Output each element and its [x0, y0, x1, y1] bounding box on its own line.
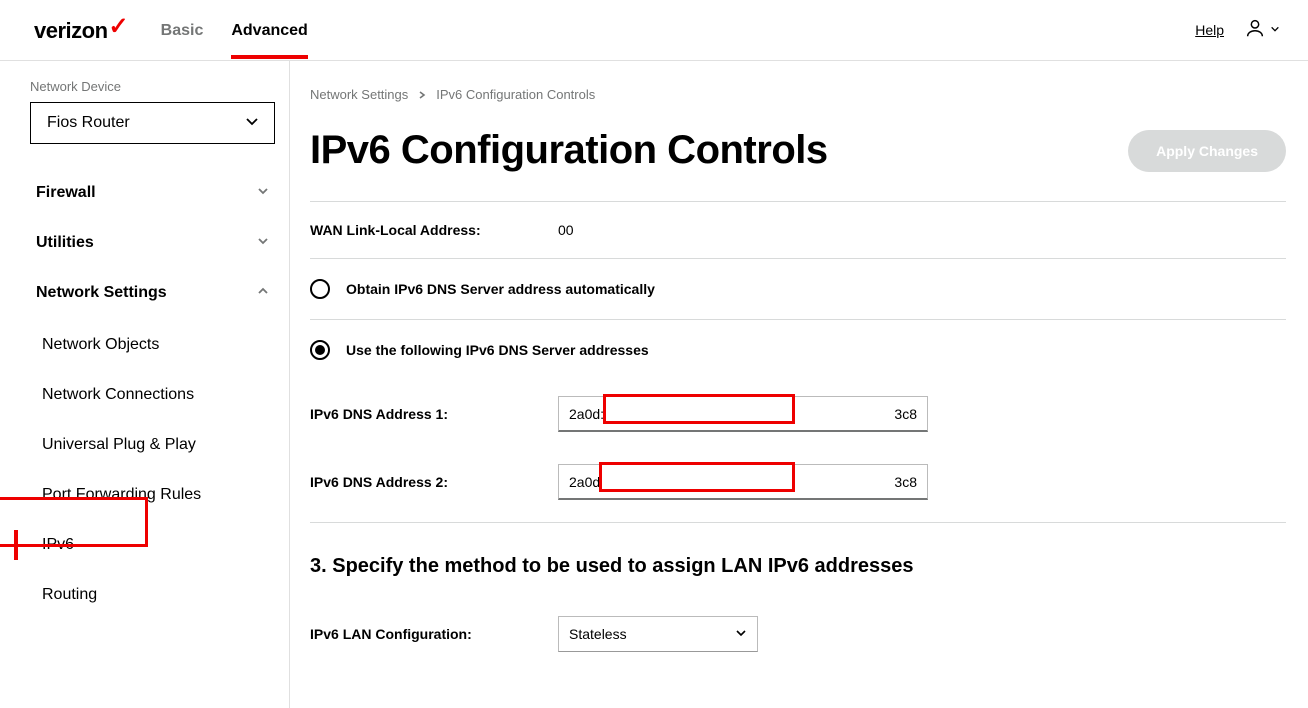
- sidebar-sub-ipv6[interactable]: IPv6: [30, 520, 275, 570]
- dns-manual-label: Use the following IPv6 DNS Server addres…: [346, 342, 649, 358]
- sidebar-sub-port-forwarding[interactable]: Port Forwarding Rules: [30, 470, 275, 520]
- dns-address-2-label: IPv6 DNS Address 2:: [310, 474, 558, 490]
- dns-auto-label: Obtain IPv6 DNS Server address automatic…: [346, 281, 655, 297]
- lan-config-row: IPv6 LAN Configuration: Stateless: [310, 600, 1286, 668]
- annotation-redaction: [603, 394, 795, 424]
- sidebar-item-label: Network Settings: [36, 284, 167, 302]
- logo[interactable]: verizon ✓: [34, 16, 129, 45]
- sidebar-item-label: Firewall: [36, 184, 96, 202]
- user-icon: [1244, 17, 1266, 44]
- sidebar-item-network-settings[interactable]: Network Settings: [30, 268, 275, 318]
- radio-icon: [310, 340, 330, 360]
- dns-auto-radio-row[interactable]: Obtain IPv6 DNS Server address automatic…: [310, 259, 1286, 320]
- annotation-redaction: [599, 462, 795, 492]
- breadcrumb: Network Settings IPv6 Configuration Cont…: [310, 87, 1286, 102]
- page-title: IPv6 Configuration Controls: [310, 128, 828, 173]
- help-link[interactable]: Help: [1195, 22, 1224, 38]
- chevron-right-icon: [418, 87, 426, 102]
- dns-address-2-row: IPv6 DNS Address 2: 2a0d 3c8: [310, 448, 1286, 516]
- radio-icon: [310, 279, 330, 299]
- tab-advanced[interactable]: Advanced: [231, 2, 307, 58]
- chevron-down-icon: [735, 626, 747, 642]
- logo-text: verizon: [34, 18, 108, 44]
- dns-address-2-input[interactable]: 2a0d 3c8: [558, 464, 928, 500]
- dns2-suffix: 3c8: [894, 474, 917, 490]
- lan-config-value: Stateless: [569, 626, 627, 642]
- chevron-up-icon: [257, 284, 269, 302]
- dns1-suffix: 3c8: [894, 406, 917, 422]
- breadcrumb-item: IPv6 Configuration Controls: [436, 87, 595, 102]
- sidebar-sublist: Network Objects Network Connections Univ…: [30, 320, 275, 620]
- sidebar-item-utilities[interactable]: Utilities: [30, 218, 275, 268]
- wan-link-local-row: WAN Link-Local Address: 00: [310, 202, 1286, 259]
- dns-manual-radio-row[interactable]: Use the following IPv6 DNS Server addres…: [310, 320, 1286, 380]
- content: Network Settings IPv6 Configuration Cont…: [290, 61, 1308, 708]
- device-label: Network Device: [30, 79, 275, 94]
- sidebar-item-firewall[interactable]: Firewall: [30, 168, 275, 218]
- dns-address-1-label: IPv6 DNS Address 1:: [310, 406, 558, 422]
- dns-address-1-row: IPv6 DNS Address 1: 2a0d: 3c8: [310, 380, 1286, 448]
- sidebar-sub-network-connections[interactable]: Network Connections: [30, 370, 275, 420]
- dns-address-1-input[interactable]: 2a0d: 3c8: [558, 396, 928, 432]
- tab-basic[interactable]: Basic: [161, 2, 204, 58]
- layout: Network Device Fios Router Firewall Util…: [0, 61, 1308, 708]
- device-value: Fios Router: [47, 114, 130, 132]
- chevron-down-icon: [1270, 21, 1280, 39]
- tabs: Basic Advanced: [161, 2, 308, 58]
- wan-link-local-label: WAN Link-Local Address:: [310, 222, 558, 238]
- apply-changes-button[interactable]: Apply Changes: [1128, 130, 1286, 172]
- device-select[interactable]: Fios Router: [30, 102, 275, 144]
- sidebar-sub-upnp[interactable]: Universal Plug & Play: [30, 420, 275, 470]
- sidebar-sub-network-objects[interactable]: Network Objects: [30, 320, 275, 370]
- logo-checkmark-icon: ✓: [109, 12, 129, 41]
- dns1-prefix: 2a0d:: [569, 406, 604, 422]
- sidebar: Network Device Fios Router Firewall Util…: [0, 61, 290, 708]
- chevron-down-icon: [244, 113, 260, 134]
- breadcrumb-item[interactable]: Network Settings: [310, 87, 408, 102]
- wan-link-local-value: 00: [558, 222, 574, 238]
- lan-config-label: IPv6 LAN Configuration:: [310, 626, 558, 642]
- section-3-heading: 3. Specify the method to be used to assi…: [310, 555, 1286, 578]
- sidebar-item-label: Utilities: [36, 234, 94, 252]
- dns2-prefix: 2a0d: [569, 474, 600, 490]
- header: verizon ✓ Basic Advanced Help: [0, 0, 1308, 61]
- title-row: IPv6 Configuration Controls Apply Change…: [310, 128, 1286, 173]
- header-right: Help: [1195, 17, 1280, 44]
- lan-config-select[interactable]: Stateless: [558, 616, 758, 652]
- divider: [310, 522, 1286, 523]
- user-menu[interactable]: [1244, 17, 1280, 44]
- chevron-down-icon: [257, 184, 269, 202]
- chevron-down-icon: [257, 234, 269, 252]
- sidebar-sub-routing[interactable]: Routing: [30, 570, 275, 620]
